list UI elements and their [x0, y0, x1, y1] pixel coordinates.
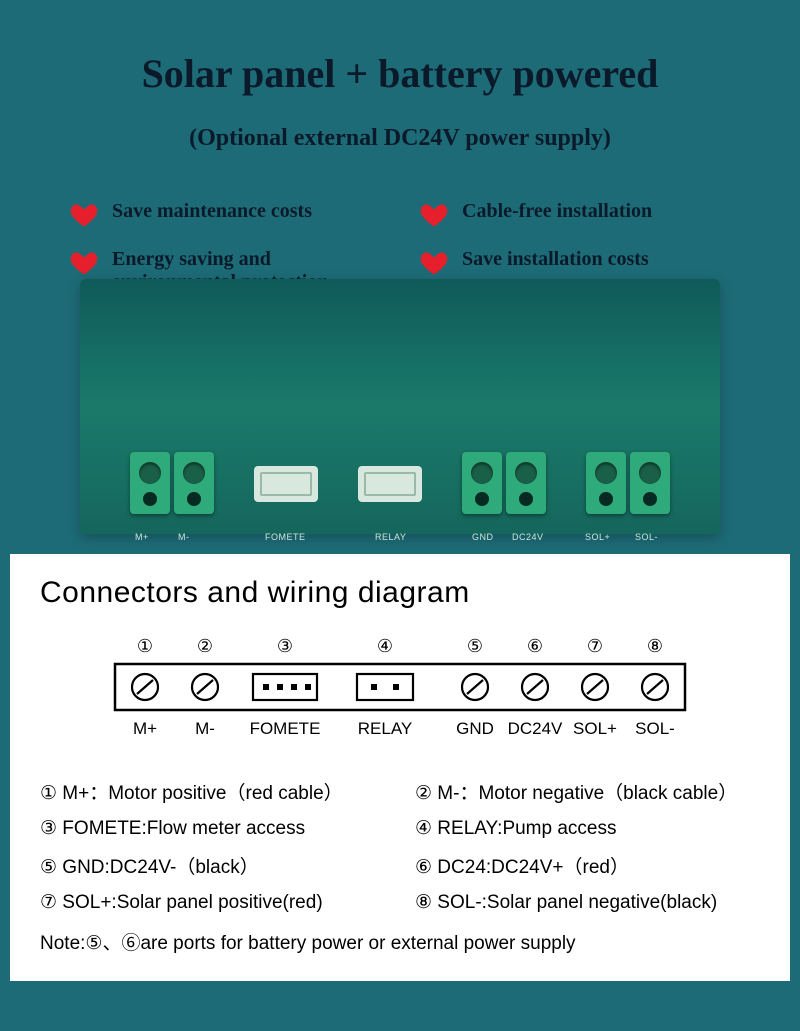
svg-text:⑥: ⑥	[527, 636, 543, 656]
legend-item: ⑤ GND:DC24V-（black）	[40, 852, 385, 879]
svg-text:FOMETE: FOMETE	[250, 719, 321, 738]
heart-icon	[420, 250, 448, 278]
pcb-connector-white	[254, 466, 318, 502]
svg-text:④: ④	[377, 636, 393, 656]
legend-item: ③ FOMETE:Flow meter access	[40, 817, 385, 840]
svg-text:①: ①	[137, 636, 153, 656]
svg-text:⑧: ⑧	[647, 636, 663, 656]
svg-text:③: ③	[277, 636, 293, 656]
legend-item: ② M-：Motor negative（black cable）	[415, 778, 760, 805]
svg-text:M-: M-	[195, 719, 215, 738]
pcb-photo: M+ M- FOMETE RELAY GND DC24V SOL+ SOL-	[80, 279, 720, 534]
svg-text:SOL-: SOL-	[635, 719, 675, 738]
diagram-note: Note:⑤、⑥are ports for battery power or e…	[40, 928, 760, 955]
svg-text:②: ②	[197, 636, 213, 656]
legend-item: ⑥ DC24:DC24V+（red）	[415, 852, 760, 879]
heart-icon	[70, 250, 98, 278]
page-subtitle: (Optional external DC24V power supply)	[0, 125, 800, 152]
legend-grid: ① M+：Motor positive（red cable） ② M-：Motor…	[40, 778, 760, 914]
benefit-item: Cable-free installation	[420, 200, 730, 230]
svg-text:DC24V: DC24V	[508, 719, 563, 738]
benefit-text: Save installation costs	[462, 248, 649, 271]
svg-text:⑤: ⑤	[467, 636, 483, 656]
heart-icon	[420, 202, 448, 230]
legend-item: ① M+：Motor positive（red cable）	[40, 778, 385, 805]
svg-text:GND: GND	[456, 719, 494, 738]
diagram-title: Connectors and wiring diagram	[40, 576, 760, 610]
legend-item: ⑧ SOL-:Solar panel negative(black)	[415, 891, 760, 914]
svg-text:RELAY: RELAY	[358, 719, 413, 738]
svg-text:SOL+: SOL+	[573, 719, 617, 738]
benefit-text: Cable-free installation	[462, 200, 652, 223]
legend-item: ④ RELAY:Pump access	[415, 817, 760, 840]
diagram-svg: ① M+ ② M- ③ FOMETE ④ RELAY ⑤ GND ⑥ DC24V ⑦ SOL+ ⑧ SOL-	[40, 634, 760, 754]
header: Solar panel + battery powered (Optional …	[0, 0, 800, 152]
svg-text:⑦: ⑦	[587, 636, 603, 656]
wiring-diagram-panel: Connectors and wiring diagram ① M+ ② M- ③ FOM…	[10, 554, 790, 981]
pcb-terminal-row	[80, 452, 720, 514]
pcb-connector-white	[358, 466, 422, 502]
benefit-text: Save maintenance costs	[112, 200, 312, 223]
heart-icon	[70, 202, 98, 230]
legend-item: ⑦ SOL+:Solar panel positive(red)	[40, 891, 385, 914]
svg-text:M+: M+	[133, 719, 157, 738]
page-title: Solar panel + battery powered	[0, 50, 800, 97]
benefit-item: Save maintenance costs	[70, 200, 380, 230]
